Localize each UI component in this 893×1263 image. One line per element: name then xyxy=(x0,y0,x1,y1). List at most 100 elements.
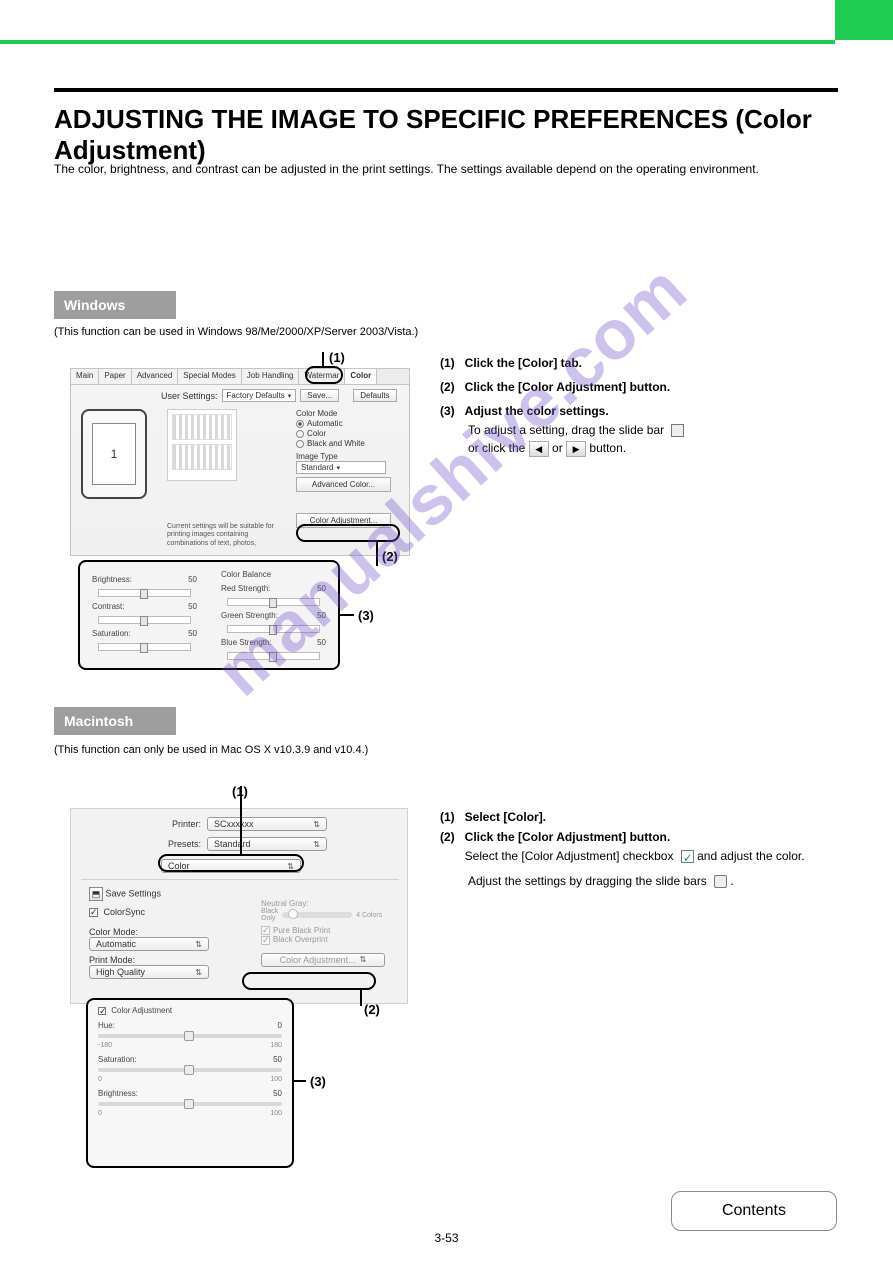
color-adjustment-button[interactable]: Color Adjustment... xyxy=(261,953,385,967)
step-body-text: or xyxy=(552,441,566,455)
section-label-macintosh: Macintosh xyxy=(54,707,176,735)
step-number: (1) xyxy=(440,808,455,827)
value-green: 50 xyxy=(317,611,326,620)
slider-green[interactable] xyxy=(227,625,320,633)
image-type-select[interactable]: Standard xyxy=(296,461,386,474)
thumbnail-icon xyxy=(172,444,232,470)
save-icon: ⬒ xyxy=(89,887,103,901)
panel-select[interactable]: Color xyxy=(161,859,301,873)
slider-thumb[interactable] xyxy=(269,598,277,608)
slider-saturation[interactable] xyxy=(98,643,191,651)
label-green: Green Strength: xyxy=(221,611,278,620)
advanced-color-button[interactable]: Advanced Color... xyxy=(296,477,391,492)
save-settings-label: Save Settings xyxy=(106,888,162,898)
intro-text: The color, brightness, and contrast can … xyxy=(54,160,834,179)
colorsync-label: ColorSync xyxy=(104,907,146,917)
radio-automatic[interactable] xyxy=(296,420,304,428)
tab-advanced[interactable]: Advanced xyxy=(132,369,179,384)
ng-right: 4 Colors xyxy=(356,912,382,919)
windows-tabs: Main Paper Advanced Special Modes Job Ha… xyxy=(71,369,409,385)
slider-thumb[interactable] xyxy=(184,1065,194,1075)
user-settings-label: User Settings: xyxy=(161,391,218,401)
settings-description: Current settings will be suitable for pr… xyxy=(167,523,287,548)
color-adjustment-checkbox[interactable] xyxy=(98,1007,106,1015)
tab-job-handling[interactable]: Job Handling xyxy=(242,369,300,384)
page-number: 3-53 xyxy=(434,1231,458,1245)
slider-contrast[interactable] xyxy=(98,616,191,624)
slider-thumb[interactable] xyxy=(269,625,277,635)
step-number: (1) xyxy=(440,354,455,373)
slider-thumb[interactable] xyxy=(140,616,148,626)
value-brightness: 50 xyxy=(188,575,197,584)
connector-line xyxy=(360,990,362,1006)
print-mode-select[interactable]: High Quality xyxy=(89,965,209,979)
step-text: Adjust the color settings. xyxy=(465,402,609,421)
step-number: (2) xyxy=(440,378,455,397)
preview-pane: 1 xyxy=(81,409,147,499)
step-text: Click the [Color Adjustment] button. xyxy=(465,378,671,397)
arrow-right-icon: ▶ xyxy=(566,441,586,457)
saturation-value: 50 xyxy=(273,1055,282,1064)
step-number: (2) xyxy=(440,828,455,865)
color-mode-select[interactable]: Automatic xyxy=(89,937,209,951)
section-label-windows: Windows xyxy=(54,291,176,319)
user-settings-select[interactable]: Factory Defaults xyxy=(222,389,297,402)
divider xyxy=(81,879,399,880)
tab-paper[interactable]: Paper xyxy=(99,369,131,384)
radio-color[interactable] xyxy=(296,430,304,438)
color-adjustment-button[interactable]: Color Adjustment... xyxy=(296,513,391,528)
saturation-slider[interactable] xyxy=(98,1068,282,1072)
tab-main[interactable]: Main xyxy=(71,369,99,384)
radio-automatic-label: Automatic xyxy=(307,419,343,428)
connector-line xyxy=(340,614,354,616)
value-blue: 50 xyxy=(317,638,326,647)
color-mode-label: Color Mode: xyxy=(89,927,239,937)
defaults-button[interactable]: Defaults xyxy=(353,389,396,402)
hue-value: 0 xyxy=(278,1021,282,1030)
black-overprint-checkbox[interactable] xyxy=(261,936,270,945)
step-body: Select the [Color Adjustment] checkbox a… xyxy=(465,847,805,866)
step-body-text: and adjust the color. xyxy=(697,849,804,863)
slider-red[interactable] xyxy=(227,598,320,606)
printer-select[interactable]: SCxxxxxx xyxy=(207,817,327,831)
save-button[interactable]: Save... xyxy=(300,389,339,402)
slider-thumb-icon xyxy=(671,424,684,437)
radio-bw[interactable] xyxy=(296,440,304,448)
callout-number: (3) xyxy=(310,1074,326,1089)
hue-slider[interactable] xyxy=(98,1034,282,1038)
slider-handle-icon xyxy=(714,875,727,888)
brightness-slider[interactable] xyxy=(98,1102,282,1106)
slider-thumb[interactable] xyxy=(288,909,298,919)
thumbnail-pane xyxy=(167,409,237,481)
callout-number: (1) xyxy=(232,784,248,799)
label-saturation: Saturation: xyxy=(92,629,131,638)
tab-special-modes[interactable]: Special Modes xyxy=(178,369,241,384)
slider-thumb[interactable] xyxy=(140,589,148,599)
neutral-gray-slider[interactable] xyxy=(282,912,352,918)
callout-number: (3) xyxy=(358,608,374,623)
slider-brightness[interactable] xyxy=(98,589,191,597)
slider-thumb[interactable] xyxy=(269,652,277,662)
page-title: ADJUSTING THE IMAGE TO SPECIFIC PREFEREN… xyxy=(54,104,893,166)
ng-left: Black Only xyxy=(261,908,278,922)
tab-watermark[interactable]: Watermar xyxy=(299,369,345,384)
radio-color-label: Color xyxy=(307,429,326,438)
presets-select[interactable]: Standard xyxy=(207,837,327,851)
label-brightness: Brightness: xyxy=(92,575,132,584)
slider-thumb[interactable] xyxy=(140,643,148,653)
value-red: 50 xyxy=(317,584,326,593)
contents-button[interactable]: Contents xyxy=(671,1191,837,1231)
step-body-text: button. xyxy=(589,441,626,455)
image-type-label: Image Type xyxy=(296,452,401,461)
slider-thumb[interactable] xyxy=(184,1031,194,1041)
step-body-text: or click the xyxy=(468,441,529,455)
title-rule xyxy=(54,88,838,92)
colorsync-checkbox[interactable] xyxy=(89,908,98,917)
windows-env-note: (This function can be used in Windows 98… xyxy=(54,326,418,338)
slider-thumb[interactable] xyxy=(184,1099,194,1109)
step-text: Click the [Color Adjustment] button. xyxy=(465,830,671,844)
bri-max: 100 xyxy=(270,1110,282,1117)
sat-max: 100 xyxy=(270,1076,282,1083)
tab-color[interactable]: Color xyxy=(345,369,377,384)
slider-blue[interactable] xyxy=(227,652,320,660)
